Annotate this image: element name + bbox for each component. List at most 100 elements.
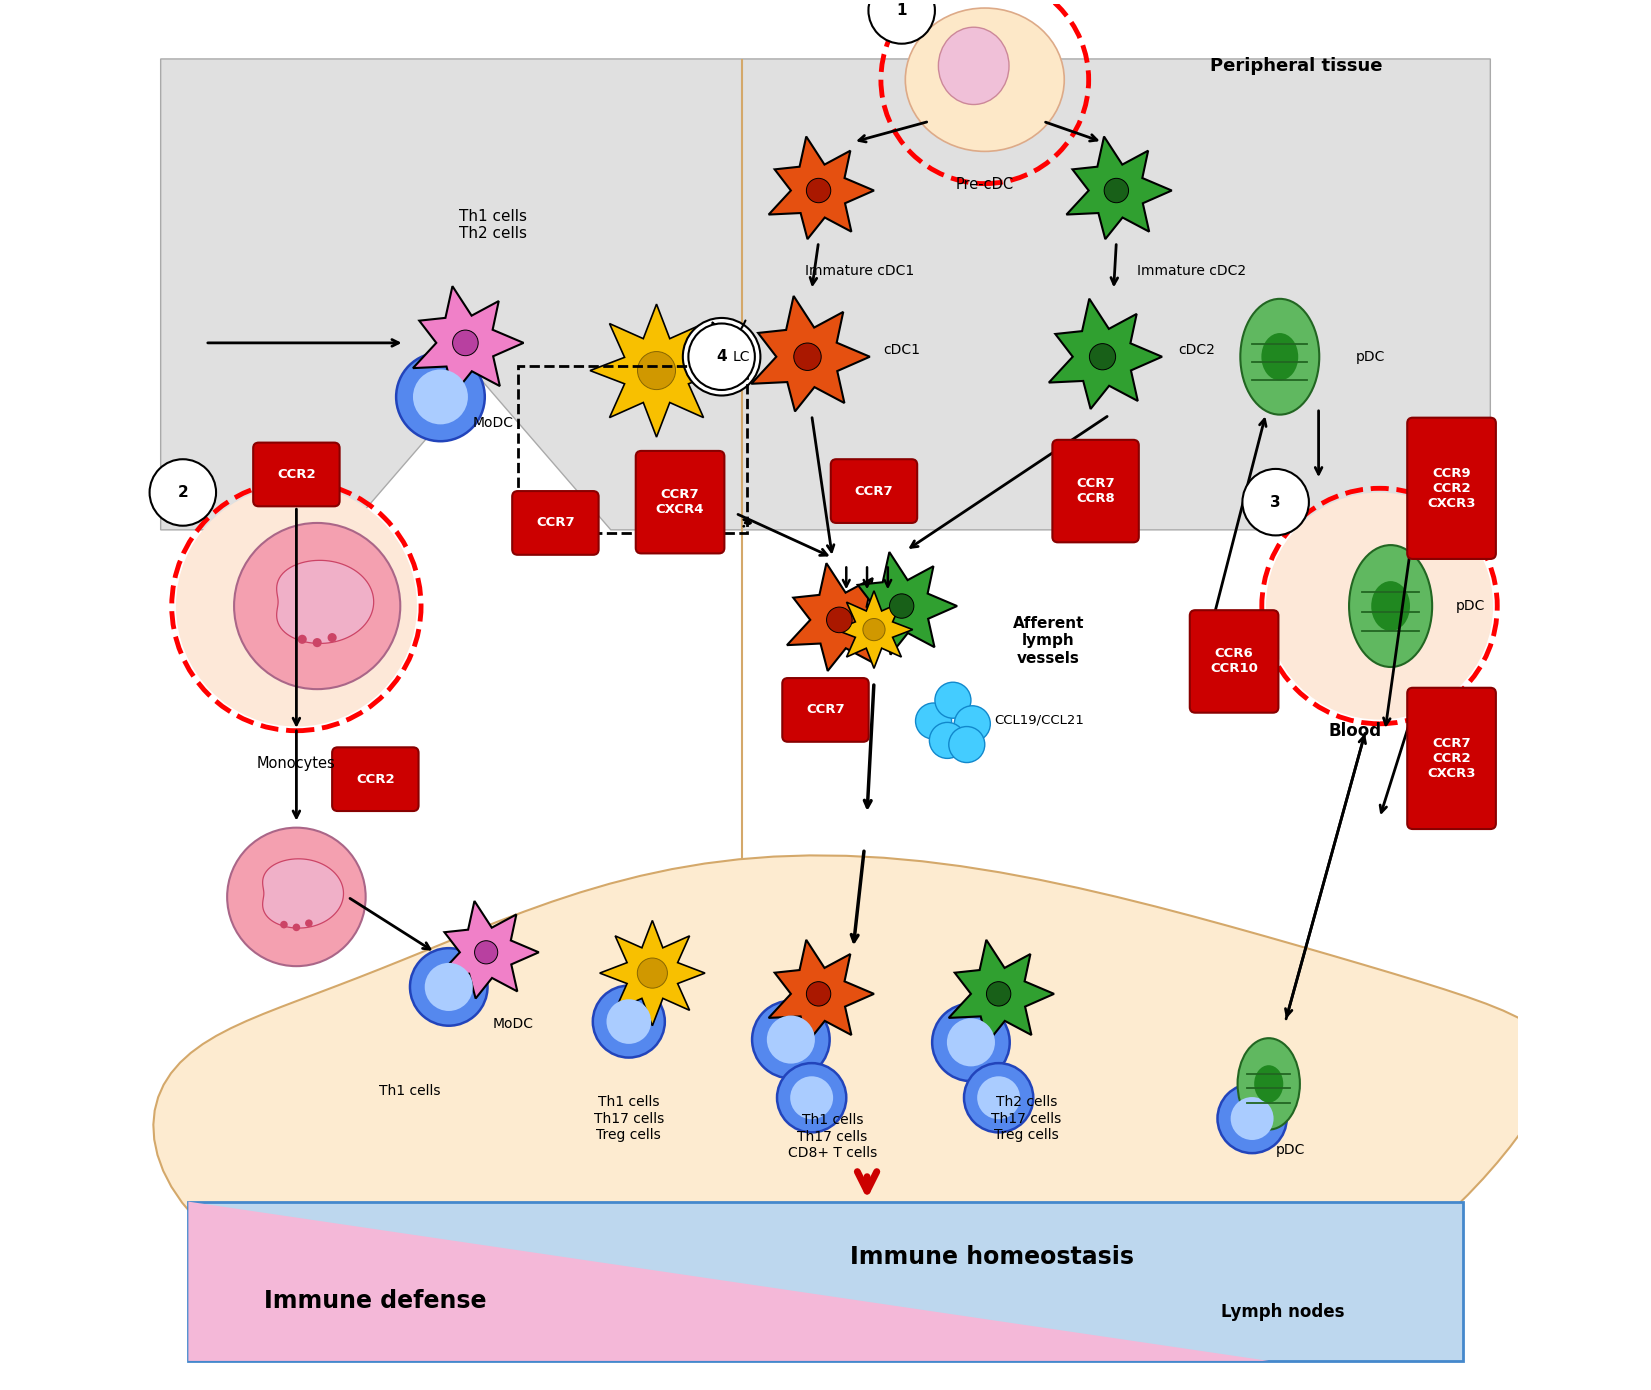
Ellipse shape	[1349, 545, 1431, 667]
Text: CCR7: CCR7	[855, 485, 893, 498]
Circle shape	[778, 1063, 847, 1133]
FancyBboxPatch shape	[512, 491, 599, 555]
Circle shape	[424, 963, 472, 1011]
Circle shape	[409, 948, 487, 1026]
FancyBboxPatch shape	[783, 678, 868, 742]
Text: Th1 cells: Th1 cells	[380, 1084, 441, 1098]
Text: Th1 cells
Th17 cells
Treg cells: Th1 cells Th17 cells Treg cells	[594, 1095, 664, 1141]
Text: 1: 1	[896, 3, 906, 18]
Text: CCR7
CCR2
CXCR3: CCR7 CCR2 CXCR3	[1428, 737, 1476, 780]
Ellipse shape	[1372, 581, 1410, 631]
Circle shape	[930, 723, 966, 759]
Circle shape	[684, 318, 761, 396]
Circle shape	[890, 594, 915, 619]
Text: Immune defense: Immune defense	[264, 1290, 487, 1314]
Polygon shape	[788, 563, 898, 671]
Circle shape	[986, 981, 1010, 1006]
FancyBboxPatch shape	[636, 450, 725, 553]
Text: 4: 4	[717, 349, 726, 364]
Polygon shape	[852, 552, 958, 655]
Circle shape	[753, 1001, 830, 1079]
Polygon shape	[154, 855, 1554, 1329]
Circle shape	[1230, 1097, 1273, 1140]
Circle shape	[933, 1004, 1010, 1081]
Circle shape	[1243, 468, 1309, 535]
Ellipse shape	[1255, 1065, 1283, 1102]
Text: MoDC: MoDC	[472, 416, 513, 431]
Ellipse shape	[1240, 299, 1319, 414]
Ellipse shape	[905, 8, 1065, 152]
Polygon shape	[589, 304, 723, 436]
Circle shape	[827, 607, 852, 632]
Text: CCR2: CCR2	[277, 468, 315, 481]
Circle shape	[863, 619, 885, 641]
FancyBboxPatch shape	[1052, 439, 1139, 542]
FancyBboxPatch shape	[1407, 688, 1496, 828]
Circle shape	[948, 1019, 996, 1066]
Circle shape	[327, 632, 337, 642]
Polygon shape	[188, 1201, 1268, 1361]
Text: Peripheral tissue: Peripheral tissue	[1210, 57, 1382, 75]
Circle shape	[234, 523, 400, 689]
Circle shape	[954, 706, 991, 742]
Circle shape	[868, 0, 934, 43]
Ellipse shape	[1238, 1038, 1299, 1130]
Circle shape	[1105, 178, 1129, 203]
Text: cDC2: cDC2	[1179, 343, 1215, 357]
Ellipse shape	[1261, 334, 1298, 381]
Circle shape	[396, 353, 485, 441]
Text: pDC: pDC	[1276, 1144, 1304, 1158]
Polygon shape	[263, 859, 343, 929]
Polygon shape	[1048, 299, 1162, 409]
Circle shape	[593, 986, 665, 1058]
Circle shape	[305, 919, 312, 927]
Text: Lymph nodes: Lymph nodes	[1220, 1304, 1344, 1322]
Circle shape	[413, 370, 467, 424]
Circle shape	[177, 485, 418, 727]
Text: Pre-cDC: Pre-cDC	[956, 177, 1014, 192]
Text: Th2 cells
Th17 cells
Treg cells: Th2 cells Th17 cells Treg cells	[991, 1095, 1062, 1141]
Circle shape	[292, 923, 300, 931]
Circle shape	[297, 635, 307, 644]
Text: CCR7: CCR7	[537, 517, 575, 530]
Circle shape	[474, 941, 497, 963]
Circle shape	[637, 352, 675, 389]
Circle shape	[934, 682, 971, 719]
Text: pDC: pDC	[1456, 599, 1486, 613]
Polygon shape	[949, 940, 1053, 1042]
Text: pDC: pDC	[1355, 350, 1385, 364]
Text: LC: LC	[733, 350, 750, 364]
Text: CCR9
CCR2
CXCR3: CCR9 CCR2 CXCR3	[1428, 467, 1476, 510]
Text: Monocytes: Monocytes	[258, 756, 335, 770]
Text: Immature cDC1: Immature cDC1	[804, 264, 915, 278]
Text: Th1 cells
Th17 cells
CD8+ T cells: Th1 cells Th17 cells CD8+ T cells	[788, 1113, 877, 1159]
Text: CCL19/CCL21: CCL19/CCL21	[994, 713, 1085, 726]
Text: Th1 cells
Th2 cells: Th1 cells Th2 cells	[459, 208, 527, 242]
Circle shape	[977, 1076, 1020, 1119]
Circle shape	[794, 343, 821, 371]
Text: MoDC: MoDC	[494, 1017, 533, 1031]
Polygon shape	[160, 58, 1491, 530]
Circle shape	[452, 329, 479, 356]
Polygon shape	[769, 136, 873, 239]
Circle shape	[1090, 343, 1116, 370]
Circle shape	[312, 638, 322, 648]
Polygon shape	[599, 920, 705, 1026]
Polygon shape	[277, 560, 373, 644]
Text: CCR2: CCR2	[357, 773, 395, 785]
Text: cDC1: cDC1	[883, 343, 921, 357]
Circle shape	[1217, 1084, 1286, 1154]
Text: Immature cDC2: Immature cDC2	[1138, 264, 1247, 278]
Text: Immune homeostasis: Immune homeostasis	[850, 1245, 1134, 1269]
FancyBboxPatch shape	[1407, 417, 1496, 559]
Circle shape	[150, 459, 216, 525]
Circle shape	[791, 1076, 834, 1119]
Text: Blood: Blood	[1327, 721, 1382, 739]
Circle shape	[766, 1016, 816, 1063]
FancyBboxPatch shape	[1190, 610, 1278, 713]
Circle shape	[916, 703, 951, 739]
Circle shape	[806, 981, 830, 1006]
Circle shape	[964, 1063, 1034, 1133]
Ellipse shape	[938, 28, 1009, 104]
Circle shape	[1266, 492, 1493, 720]
